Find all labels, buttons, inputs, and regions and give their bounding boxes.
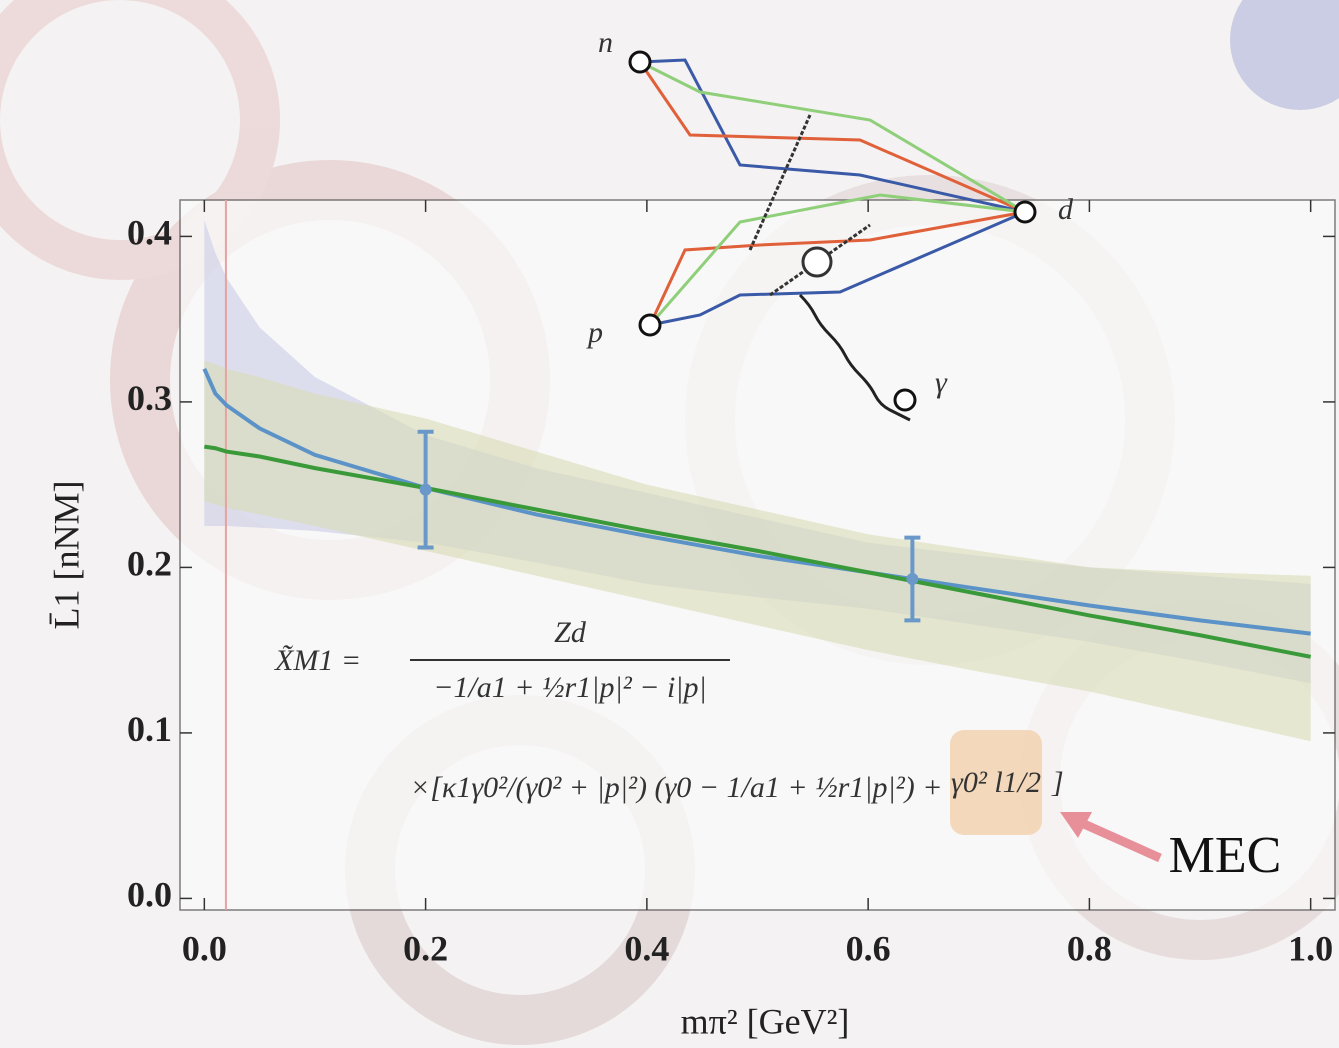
x-tick-label: 0.4 <box>624 928 669 968</box>
x-tick-label: 0.8 <box>1067 928 1112 968</box>
data-point <box>906 572 919 585</box>
diagram-label: p <box>586 316 603 349</box>
y-tick-label: 0.3 <box>127 378 172 418</box>
diagram-label: d <box>1058 193 1074 226</box>
y-tick-label: 0.0 <box>127 875 172 915</box>
quark-line <box>639 60 1026 214</box>
x-tick-label: 0.6 <box>846 928 891 968</box>
photon-line <box>798 293 911 422</box>
quark-line <box>648 193 1026 326</box>
diagram-label: n <box>598 26 613 59</box>
quark-line <box>638 61 1026 214</box>
formula-numerator: Zd <box>554 616 587 649</box>
vertex <box>801 246 833 278</box>
gluon-line <box>748 114 812 251</box>
mec-arrow <box>1073 815 1162 863</box>
formula-line2: ×[κ1γ0²/(γ0² + |p|²) (γ0 − 1/a1 + ½r1|p|… <box>410 771 943 804</box>
formula-close: ] <box>1051 766 1064 799</box>
formula-mec-term: γ0² l1/2 <box>951 766 1041 799</box>
line <box>202 367 1311 636</box>
feynman-diagram <box>628 50 1037 422</box>
y-tick-label: 0.1 <box>127 709 172 749</box>
line <box>204 444 1312 659</box>
diagram-label: γ <box>935 366 948 399</box>
x-tick-label: 0.2 <box>403 928 448 968</box>
plot-area: 0.0 0.2 0.4 0.6 0.8 1.0 0.0 0.1 0.2 0.3 0.4 <box>127 200 1335 968</box>
x-tick-label: 1.0 <box>1288 928 1333 968</box>
quark-line <box>649 210 1026 327</box>
external-vertices <box>628 50 1037 412</box>
formula-lhs: X̃M1 = <box>274 644 361 677</box>
y-tick-label: 0.2 <box>127 544 172 584</box>
mec-box <box>950 730 1042 835</box>
quark-line <box>648 210 1026 326</box>
x-axis-label: mπ² [GeV²] <box>681 1001 850 1041</box>
mec-arrowhead <box>1060 812 1092 838</box>
formula-denominator: −1/a1 + ½r1|p|² − i|p| <box>433 671 707 704</box>
x-tick-label: 0.0 <box>182 928 227 968</box>
y-axis-label: L̄1 [nNM] <box>46 481 86 630</box>
formula: X̃M1 = Zd −1/a1 + ½r1|p|² − i|p| ×[κ1γ0²… <box>274 616 1064 835</box>
y-tick-label: 0.4 <box>127 213 172 253</box>
quark-line <box>639 58 1026 214</box>
mec-label: MEC <box>1169 827 1282 884</box>
data-point <box>419 483 432 496</box>
